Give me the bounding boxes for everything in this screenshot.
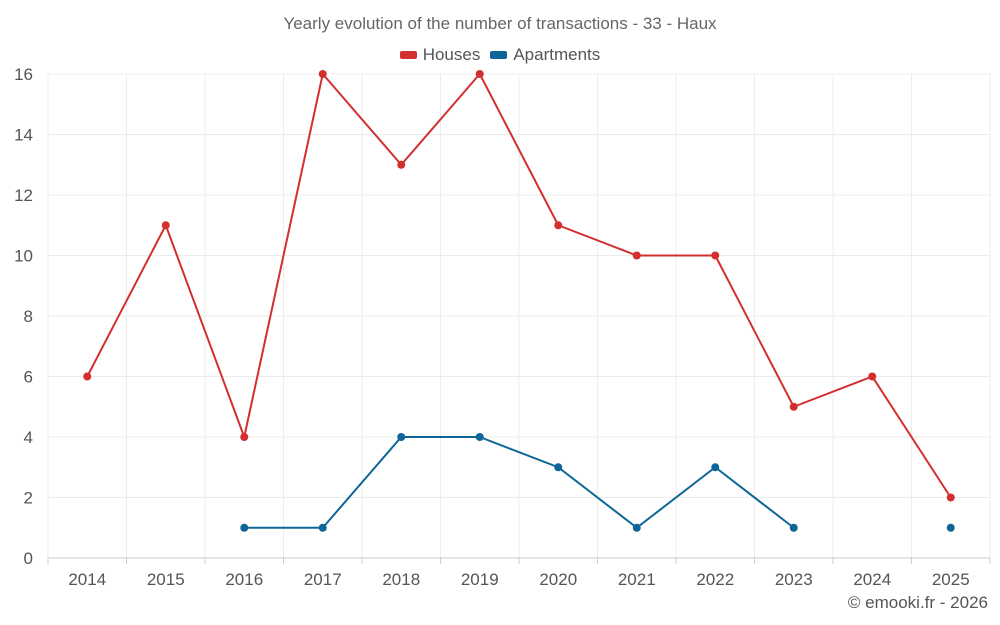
legend-item-apartments[interactable]: Apartments bbox=[490, 45, 600, 65]
data-point-houses[interactable] bbox=[632, 251, 641, 260]
x-tick-label: 2021 bbox=[618, 570, 656, 589]
data-point-houses[interactable] bbox=[868, 372, 877, 381]
y-tick-label: 16 bbox=[14, 65, 33, 84]
series-line-houses bbox=[86, 73, 952, 499]
data-point-apartments[interactable] bbox=[946, 523, 955, 532]
data-point-apartments[interactable] bbox=[711, 463, 720, 472]
x-tick-label: 2014 bbox=[68, 570, 106, 589]
y-tick-label: 6 bbox=[24, 368, 33, 387]
x-tick-label: 2024 bbox=[853, 570, 891, 589]
y-tick-label: 10 bbox=[14, 247, 33, 266]
tick-labels: 0 2 4 6 8 10 12 14 16 2014 2015 2016 2017 2018 2019 202… bbox=[14, 65, 970, 589]
x-tick-label: 2016 bbox=[225, 570, 263, 589]
y-tick-label: 0 bbox=[24, 549, 33, 568]
grid bbox=[47, 73, 991, 558]
legend-label-apartments: Apartments bbox=[513, 45, 601, 64]
data-point-apartments[interactable] bbox=[475, 433, 484, 441]
legend-swatch-houses bbox=[399, 51, 417, 59]
y-tick-label: 14 bbox=[14, 126, 33, 145]
x-tick-label: 2018 bbox=[382, 570, 420, 589]
legend-swatch-apartments bbox=[490, 51, 508, 59]
footer-credit: © emooki.fr - 2026 bbox=[847, 593, 988, 612]
x-tick-label: 2023 bbox=[775, 570, 813, 589]
data-point-houses[interactable] bbox=[161, 221, 170, 230]
y-tick-label: 4 bbox=[24, 428, 33, 447]
data-point-apartments[interactable] bbox=[632, 523, 641, 532]
data-point-houses[interactable] bbox=[240, 433, 249, 441]
data-point-houses[interactable] bbox=[318, 70, 327, 78]
legend-label-houses: Houses bbox=[422, 45, 481, 64]
y-tick-label: 2 bbox=[24, 489, 33, 508]
legend-item-houses[interactable]: Houses bbox=[399, 45, 481, 65]
data-point-apartments[interactable] bbox=[397, 433, 406, 441]
data-point-houses[interactable] bbox=[475, 70, 484, 78]
x-tick-label: 2022 bbox=[696, 570, 734, 589]
x-tick-label: 2017 bbox=[304, 570, 342, 589]
axes bbox=[47, 557, 991, 564]
y-tick-label: 12 bbox=[14, 186, 33, 205]
data-point-houses[interactable] bbox=[946, 493, 955, 502]
x-tick-label: 2025 bbox=[932, 570, 970, 589]
data-point-apartments[interactable] bbox=[240, 523, 249, 532]
data-point-houses[interactable] bbox=[554, 221, 563, 230]
x-tick-label: 2015 bbox=[147, 570, 185, 589]
data-point-houses[interactable] bbox=[83, 372, 92, 381]
x-tick-label: 2020 bbox=[539, 570, 577, 589]
data-point-houses[interactable] bbox=[397, 160, 406, 169]
data-point-apartments[interactable] bbox=[554, 463, 563, 472]
data-point-apartments[interactable] bbox=[789, 523, 798, 532]
chart-title: Yearly evolution of the number of transa… bbox=[283, 14, 717, 33]
series bbox=[83, 70, 955, 532]
y-tick-label: 8 bbox=[24, 307, 33, 326]
data-point-houses[interactable] bbox=[789, 402, 798, 411]
x-tick-label: 2019 bbox=[461, 570, 499, 589]
legend: Houses Apartments bbox=[0, 45, 1000, 65]
data-point-apartments[interactable] bbox=[318, 523, 327, 532]
data-point-houses[interactable] bbox=[711, 251, 720, 260]
